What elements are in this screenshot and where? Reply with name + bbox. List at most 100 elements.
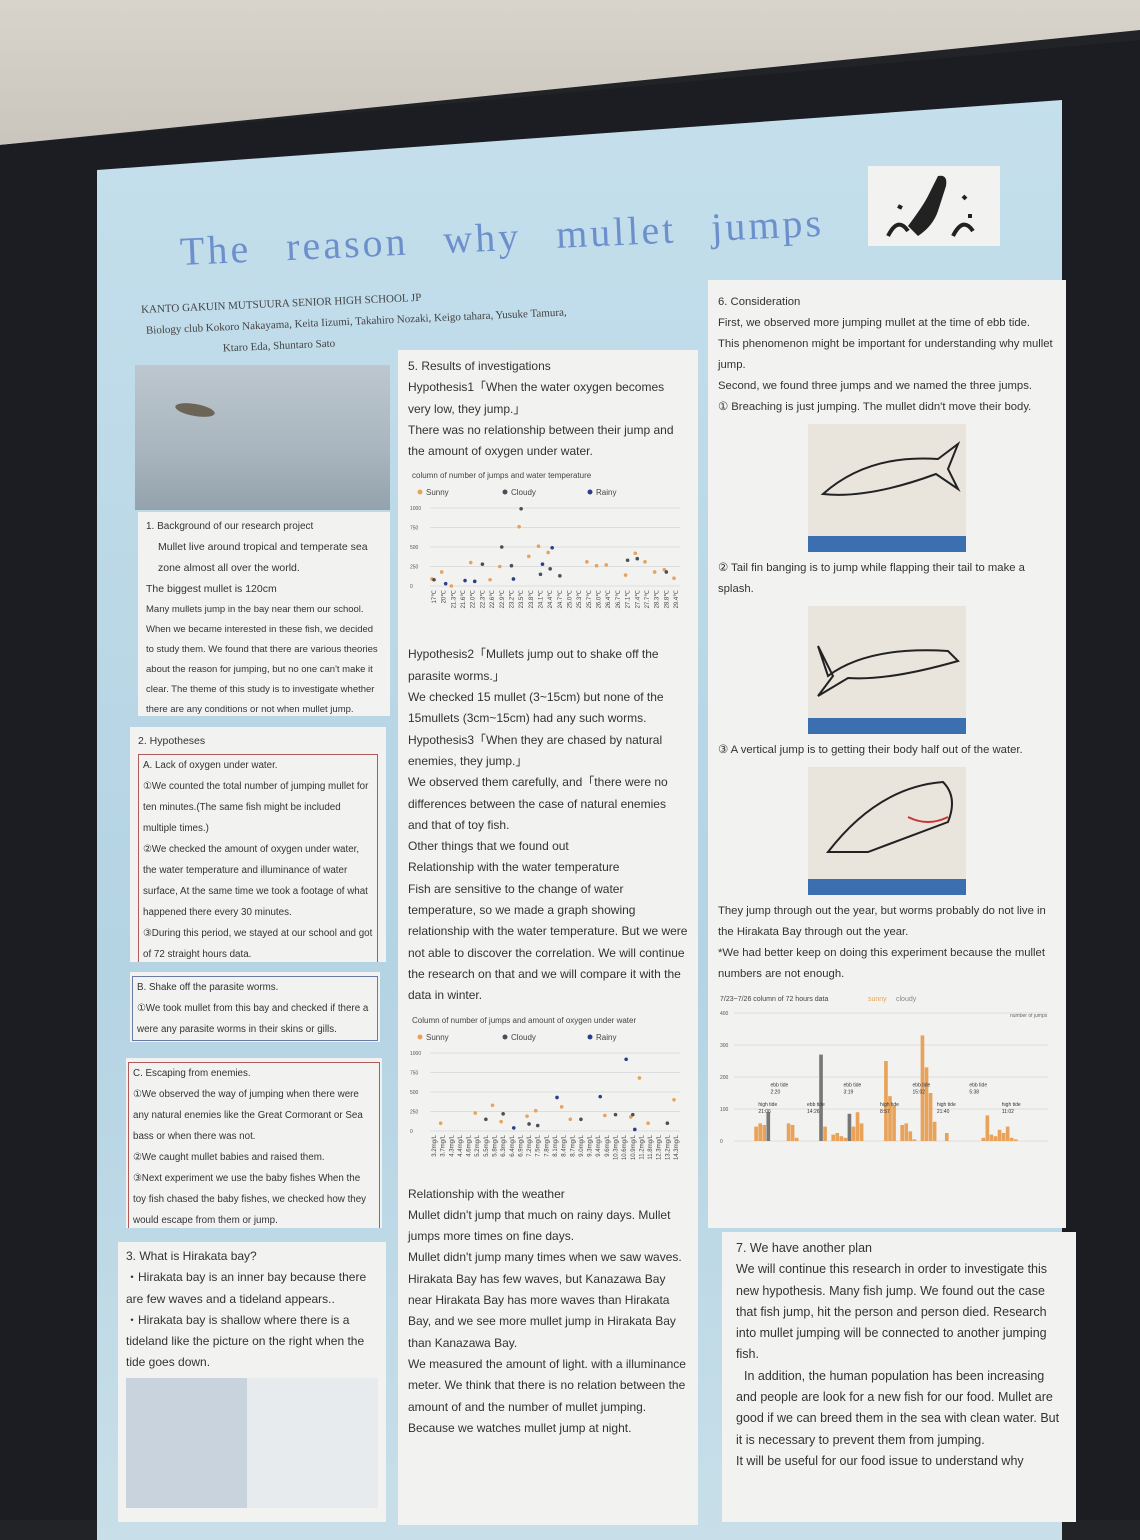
legend-label: Rainy bbox=[596, 488, 616, 497]
paragraph: Second, we found three jumps and we name… bbox=[718, 380, 1032, 392]
x-tick-label: 25.3℃ bbox=[577, 590, 583, 609]
x-tick-label: 5.2mg/L bbox=[475, 1134, 481, 1156]
data-point bbox=[546, 551, 550, 555]
bar bbox=[924, 1067, 929, 1141]
x-tick-label: 26.7℃ bbox=[616, 590, 622, 609]
tide-label: ebb tide bbox=[969, 1083, 987, 1089]
x-tick-label: 9.0mg/L bbox=[579, 1134, 585, 1156]
data-point bbox=[499, 545, 504, 550]
legend-marker bbox=[502, 489, 508, 495]
paragraph: Hypothesis1「When the water oxygen become… bbox=[408, 380, 665, 416]
data-point bbox=[643, 560, 647, 565]
y-tick-label: 100 bbox=[720, 1107, 729, 1113]
legend-marker bbox=[417, 1034, 423, 1040]
bar bbox=[835, 1133, 840, 1141]
data-point bbox=[568, 1117, 573, 1121]
data-point bbox=[468, 561, 473, 565]
paragraph: Other things that we found out bbox=[408, 839, 569, 854]
x-tick-label: 25.0℃ bbox=[568, 590, 574, 609]
series-label: number of jumps bbox=[1010, 1013, 1048, 1019]
x-tick-label: 28.3℃ bbox=[655, 590, 661, 609]
paragraph: This phenomenon might be important for u… bbox=[718, 338, 1053, 371]
data-point bbox=[652, 570, 657, 575]
data-point bbox=[628, 1114, 633, 1119]
x-tick-label: 4.6mg/L bbox=[467, 1134, 473, 1156]
list-item: ②We caught mullet babies and raised them… bbox=[133, 1152, 325, 1163]
x-tick-label: 24.7℃ bbox=[558, 590, 564, 609]
data-point bbox=[535, 1123, 540, 1127]
paragraph: First, we observed more jumping mullet a… bbox=[718, 317, 1031, 329]
bar bbox=[888, 1096, 892, 1141]
jumping-mullet-photo bbox=[135, 365, 390, 510]
paragraph: It will be useful for our food issue to … bbox=[736, 1453, 1024, 1468]
bar bbox=[900, 1125, 904, 1141]
data-point bbox=[672, 1097, 676, 1102]
tide-label: ebb tide bbox=[807, 1102, 825, 1108]
data-point bbox=[637, 1075, 642, 1080]
legend-marker bbox=[587, 489, 593, 495]
x-tick-label: 11.2mg/L bbox=[639, 1134, 645, 1159]
x-tick-label: 6.9mg/L bbox=[518, 1134, 524, 1156]
bar bbox=[843, 1137, 848, 1141]
data-point bbox=[438, 1120, 443, 1125]
bar bbox=[855, 1112, 860, 1141]
data-point bbox=[632, 1127, 637, 1131]
legend-label: sunny bbox=[868, 996, 887, 1003]
y-tick-label: 1000 bbox=[410, 1051, 421, 1057]
jumping-fish-logo-icon bbox=[868, 166, 1000, 246]
data-point bbox=[633, 551, 638, 556]
data-point bbox=[527, 1121, 531, 1126]
x-tick-label: 23.2℃ bbox=[509, 590, 515, 609]
y-tick-label: 500 bbox=[410, 545, 419, 551]
data-point bbox=[519, 507, 523, 512]
data-point bbox=[598, 1094, 603, 1099]
paragraph: We observed them carefully, and「there we… bbox=[408, 775, 668, 832]
bar bbox=[997, 1129, 1002, 1141]
x-tick-label: 6.4mg/L bbox=[510, 1134, 516, 1156]
section-hirakata-bay: 3. What is Hirakata bay? ・Hirakata bay i… bbox=[118, 1242, 386, 1522]
section-hypotheses: 2. Hypotheses A. Lack of oxygen under wa… bbox=[130, 727, 386, 962]
data-point bbox=[662, 568, 667, 572]
paragraph: They jump through out the year, but worm… bbox=[718, 905, 1046, 938]
bar bbox=[859, 1123, 864, 1141]
x-tick-label: 7.5mg/L bbox=[536, 1134, 542, 1156]
list-item: ①We observed the way of jumping when the… bbox=[133, 1089, 363, 1142]
data-point bbox=[463, 579, 467, 583]
legend-label: cloudy bbox=[896, 996, 917, 1003]
paragraph: Hypothesis3「When they are chased by natu… bbox=[408, 732, 663, 768]
bar bbox=[912, 1139, 917, 1141]
hirakata-bay-map bbox=[126, 1377, 378, 1508]
bar bbox=[831, 1134, 836, 1141]
legend-marker bbox=[587, 1034, 593, 1040]
data-point bbox=[625, 558, 630, 563]
paragraph: In addition, the human population has be… bbox=[736, 1368, 1060, 1447]
section-background: 1. Background of our research project Mu… bbox=[138, 512, 390, 716]
tide-time: 2:20 bbox=[771, 1090, 781, 1096]
data-point bbox=[665, 1120, 670, 1125]
paragraph: Fish are sensitive to the change of wate… bbox=[408, 881, 688, 1003]
x-tick-label: 5.8mg/L bbox=[493, 1134, 499, 1156]
section-hypothesis-c: C. Escaping from enemies. ①We observed t… bbox=[126, 1058, 382, 1228]
data-point bbox=[672, 576, 676, 581]
section-another-plan: 7. We have another plan We will continue… bbox=[722, 1232, 1076, 1522]
legend-label: Rainy bbox=[596, 1033, 616, 1042]
data-point bbox=[555, 1095, 559, 1099]
hypothesis-title: A. Lack of oxygen under water. bbox=[143, 760, 278, 771]
vertical-jump-fish-drawing bbox=[808, 767, 966, 895]
data-point bbox=[449, 584, 454, 589]
72-hours-bar-chart: 7/23~7/26 column of 72 hours data sunny cl… bbox=[718, 991, 1056, 1181]
list-item: ・Hirakata bay is shallow where there is … bbox=[126, 1312, 365, 1370]
paragraph: Hypothesis2「Mullets jump out to shake of… bbox=[408, 647, 659, 683]
paragraph: We measured the amount of light. with a … bbox=[408, 1356, 686, 1414]
jump-type-tail-fin-banging: ② Tail fin banging is to jump while flap… bbox=[718, 562, 1025, 595]
paragraph: The biggest mullet is 120cm bbox=[146, 583, 277, 595]
hypothesis-c-box: C. Escaping from enemies. ①We observed t… bbox=[128, 1062, 380, 1228]
data-point bbox=[548, 567, 552, 572]
y-tick-label: 500 bbox=[410, 1090, 419, 1096]
legend-label: Cloudy bbox=[511, 1033, 536, 1042]
legend-marker bbox=[502, 1034, 508, 1040]
paragraph: Relationship with the water temperature bbox=[408, 860, 620, 875]
x-tick-label: 20℃ bbox=[442, 590, 448, 604]
chart-title: column of number of jumps and water temp… bbox=[412, 471, 592, 480]
jump-type-breaching: ① Breaching is just jumping. The mullet … bbox=[718, 401, 1032, 413]
